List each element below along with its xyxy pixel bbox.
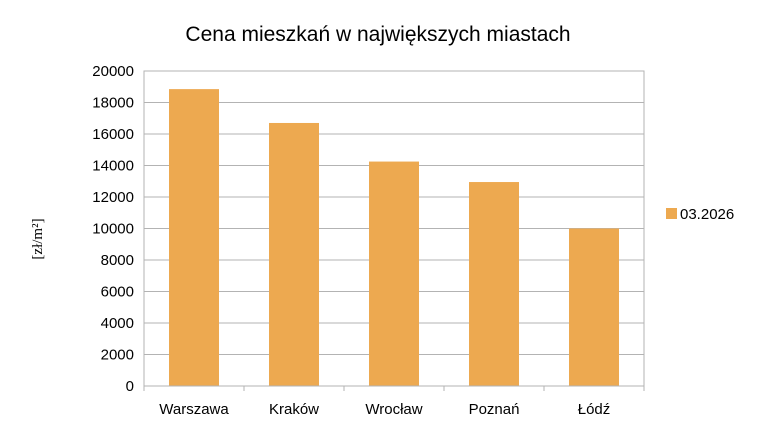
bars	[169, 89, 619, 387]
legend-swatch	[666, 208, 677, 219]
y-tick-label: 18000	[92, 95, 134, 112]
chart-title: Cena mieszkań w największych miastach	[185, 23, 570, 46]
bar-1	[269, 122, 319, 386]
y-tick-label: 20000	[92, 63, 134, 80]
bar-3	[469, 182, 519, 386]
y-tick-label: 0	[126, 378, 134, 395]
y-tick-label: 14000	[92, 158, 134, 175]
bar-2	[369, 161, 419, 386]
y-tick-label: 8000	[101, 252, 134, 269]
y-tick-label: 2000	[101, 347, 134, 364]
legend-label: 03.2026	[680, 206, 734, 223]
y-tick-label: 6000	[101, 284, 134, 301]
y-tick-label: 10000	[92, 221, 134, 238]
x-axis-ticks: Warszawa Kraków Wrocław Poznań Łódź	[143, 386, 645, 418]
legend: 03.2026	[666, 206, 734, 223]
x-tick-label: Wrocław	[365, 401, 422, 418]
y-tick-label: 12000	[92, 189, 134, 206]
y-tick-label: 4000	[101, 315, 134, 332]
bar-4	[569, 228, 619, 386]
y-axis-ticks: 0 2000 4000 6000 8000 10000 12000 14000 16000 180…	[92, 63, 134, 395]
x-tick-label: Poznań	[469, 401, 520, 418]
bar-0	[169, 89, 219, 387]
y-axis-label: [zł/m²]	[30, 218, 46, 259]
plot-area-border	[143, 70, 645, 387]
y-tick-label: 16000	[92, 126, 134, 143]
x-tick-label: Łódź	[578, 401, 611, 418]
x-tick-label: Kraków	[269, 401, 319, 418]
x-tick-label: Warszawa	[159, 401, 229, 418]
